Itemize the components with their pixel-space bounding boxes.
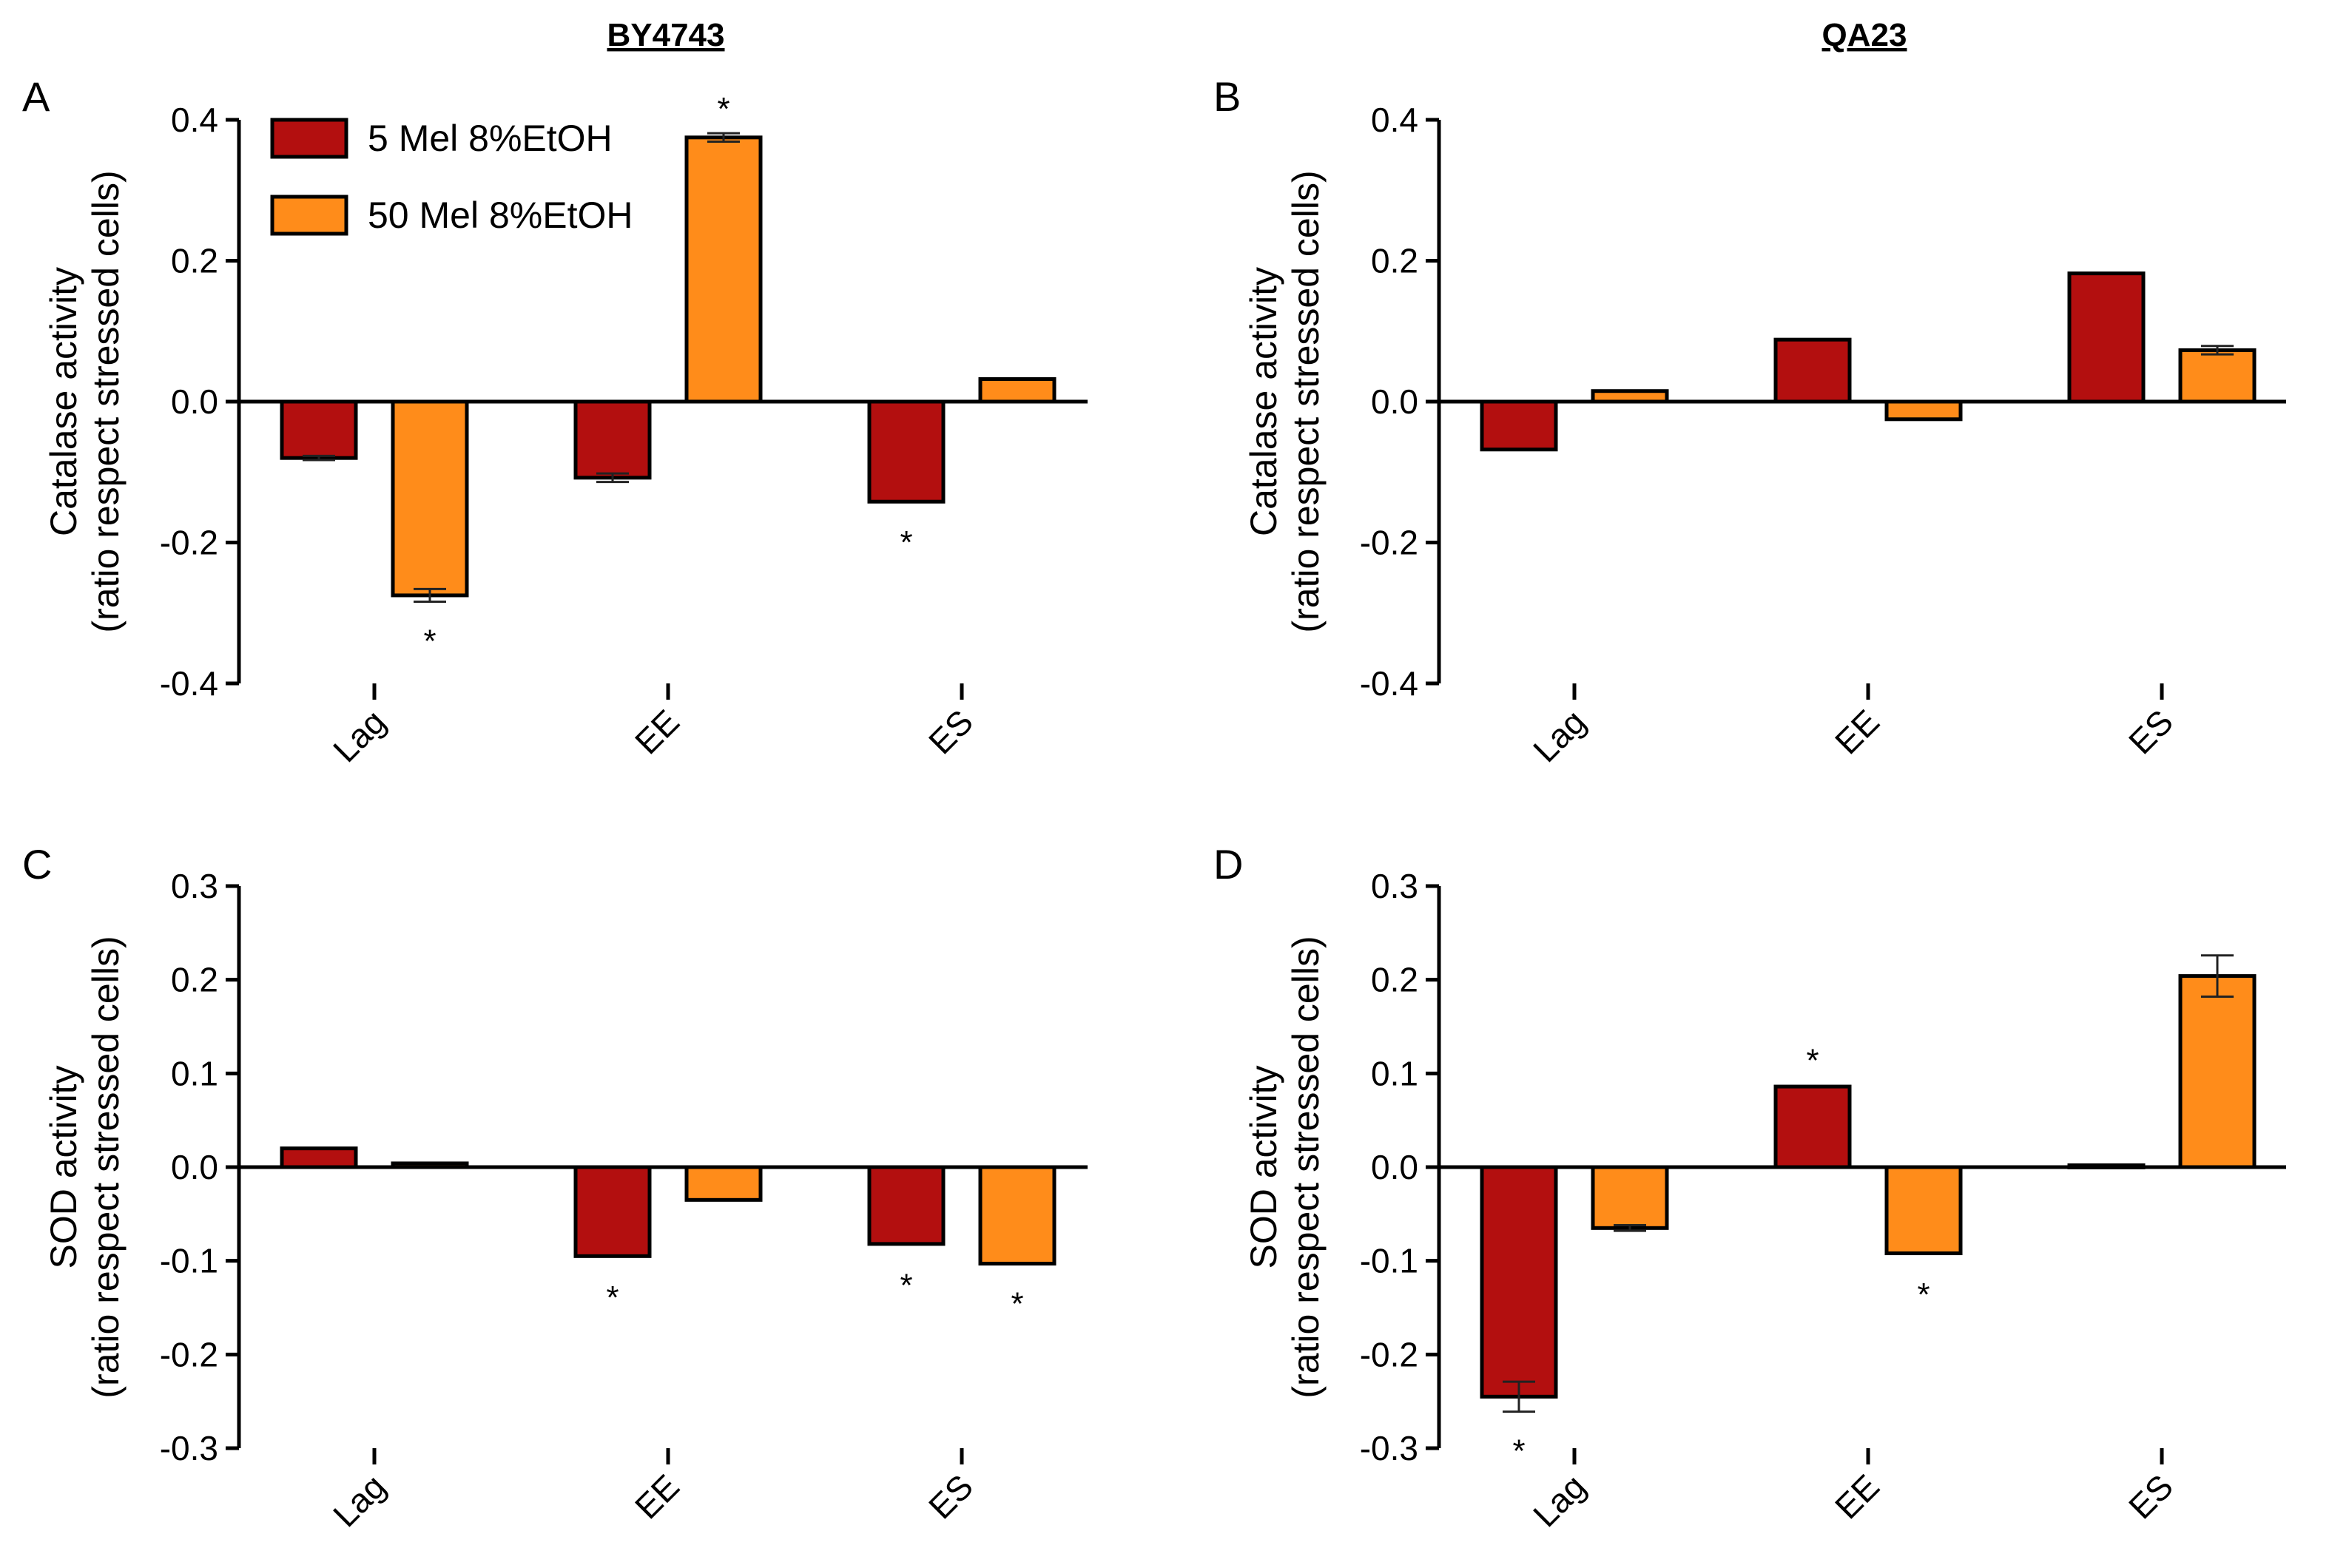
legend-swatch [270, 195, 348, 236]
category-label: Lag [326, 1467, 393, 1534]
y-tick-label: -0.1 [1360, 1242, 1418, 1280]
bar-50-mel-8-etoh-es [978, 1165, 1057, 1265]
bar-50-mel-8-etoh-ee [684, 1165, 763, 1202]
y-axis-label-sub: (ratio respect stressed cells) [85, 170, 127, 632]
legend-swatch [270, 118, 348, 159]
panel-C: C SOD activity (ratio respect stressed cel… [22, 841, 1088, 1534]
category-label: Lag [1526, 1467, 1593, 1534]
significance-star: * [900, 1267, 912, 1303]
bar-5-mel-8-etoh-lag [280, 399, 358, 460]
bar-5-mel-8-etoh-ee [573, 1165, 652, 1258]
bar-50-mel-8-etoh-ee [684, 135, 763, 404]
y-axis-label: SOD activity [43, 1065, 84, 1268]
y-tick-label: 0.4 [171, 101, 218, 139]
y-axis-label-sub: (ratio respect stressed cells) [85, 936, 127, 1398]
y-tick-label: 0.1 [171, 1054, 218, 1092]
legend-label: 5 Mel 8%EtOH [368, 118, 613, 159]
y-tick-label: -0.2 [1360, 1335, 1418, 1373]
significance-star: * [1917, 1277, 1930, 1313]
bar-5-mel-8-etoh-ee [1773, 1084, 1852, 1169]
y-tick-label: 0.0 [171, 1148, 218, 1186]
bar-50-mel-8-etoh-es [2178, 348, 2257, 404]
bar-50-mel-8-etoh-es [978, 377, 1057, 404]
category-label: ES [921, 1467, 980, 1526]
y-tick-label: 0.0 [1371, 1148, 1418, 1186]
bar-50-mel-8-etoh-es [2178, 974, 2257, 1169]
legend-label: 50 Mel 8%EtOH [368, 195, 633, 236]
bar-5-mel-8-etoh-es [867, 1165, 946, 1246]
y-axis-label: Catalase activity [43, 267, 84, 536]
y-tick-label: -0.3 [1360, 1429, 1418, 1467]
panel-letter: D [1213, 841, 1243, 888]
category-label: ES [2121, 702, 2180, 761]
panel-D: D SOD activity (ratio respect stressed cel… [1213, 841, 2286, 1534]
panel-letter: A [22, 73, 50, 120]
y-tick-label: -0.4 [1360, 664, 1418, 703]
y-tick-label: -0.4 [160, 664, 218, 703]
panel-A: A Catalase activity (ratio respect stresse… [22, 73, 1088, 769]
panel-B: B Catalase activity (ratio respect stresse… [1213, 73, 2286, 769]
category-label: EE [1827, 1467, 1887, 1526]
y-tick-label: 0.3 [1371, 867, 1418, 905]
y-tick-label: -0.2 [1360, 524, 1418, 562]
bar-5-mel-8-etoh-ee [1773, 337, 1852, 404]
category-label: EE [627, 1467, 687, 1526]
y-tick-label: -0.2 [160, 1335, 218, 1373]
significance-star: * [423, 624, 436, 660]
significance-star: * [1512, 1433, 1525, 1470]
panel-letter: B [1213, 73, 1241, 120]
category-label: ES [2121, 1467, 2180, 1526]
y-tick-label: 0.2 [171, 961, 218, 999]
y-tick-label: 0.2 [1371, 242, 1418, 280]
y-tick-label: -0.3 [160, 1429, 218, 1467]
y-tick-label: 0.2 [171, 242, 218, 280]
bar-5-mel-8-etoh-lag [280, 1146, 358, 1169]
significance-star: * [1011, 1286, 1023, 1322]
category-label: Lag [326, 702, 393, 769]
y-tick-label: -0.2 [160, 524, 218, 562]
col-title-left: BY4743 [607, 17, 724, 53]
significance-star: * [717, 91, 729, 127]
significance-star: * [606, 1280, 619, 1316]
y-axis-label: SOD activity [1243, 1065, 1284, 1268]
bar-5-mel-8-etoh-es [867, 399, 946, 504]
y-tick-label: 0.1 [1371, 1054, 1418, 1092]
y-axis-label: Catalase activity [1243, 267, 1284, 536]
panel-letter: C [22, 841, 52, 888]
bar-50-mel-8-etoh-ee [1884, 399, 1963, 422]
category-label: EE [627, 702, 687, 761]
bar-5-mel-8-etoh-lag [1480, 1165, 1558, 1399]
category-label: Lag [1526, 702, 1593, 769]
significance-star: * [1806, 1043, 1819, 1079]
y-tick-label: 0.2 [1371, 961, 1418, 999]
bar-50-mel-8-etoh-lag [391, 399, 469, 598]
significance-star: * [900, 524, 912, 561]
y-axis-label-sub: (ratio respect stressed cells) [1285, 170, 1327, 632]
bar-5-mel-8-etoh-ee [573, 399, 652, 480]
col-title-right: QA23 [1822, 17, 1907, 53]
bar-5-mel-8-etoh-lag [1480, 399, 1558, 452]
category-label: EE [1827, 702, 1887, 761]
category-label: ES [921, 702, 980, 761]
bar-5-mel-8-etoh-es [2067, 271, 2146, 404]
y-tick-label: 0.0 [1371, 382, 1418, 421]
bar-50-mel-8-etoh-lag [1591, 1165, 1669, 1230]
y-tick-label: -0.1 [160, 1242, 218, 1280]
y-axis-label-sub: (ratio respect stressed cells) [1285, 936, 1327, 1398]
y-tick-label: 0.4 [1371, 101, 1418, 139]
y-tick-label: 0.3 [171, 867, 218, 905]
bar-50-mel-8-etoh-ee [1884, 1165, 1963, 1256]
y-tick-label: 0.0 [171, 382, 218, 421]
